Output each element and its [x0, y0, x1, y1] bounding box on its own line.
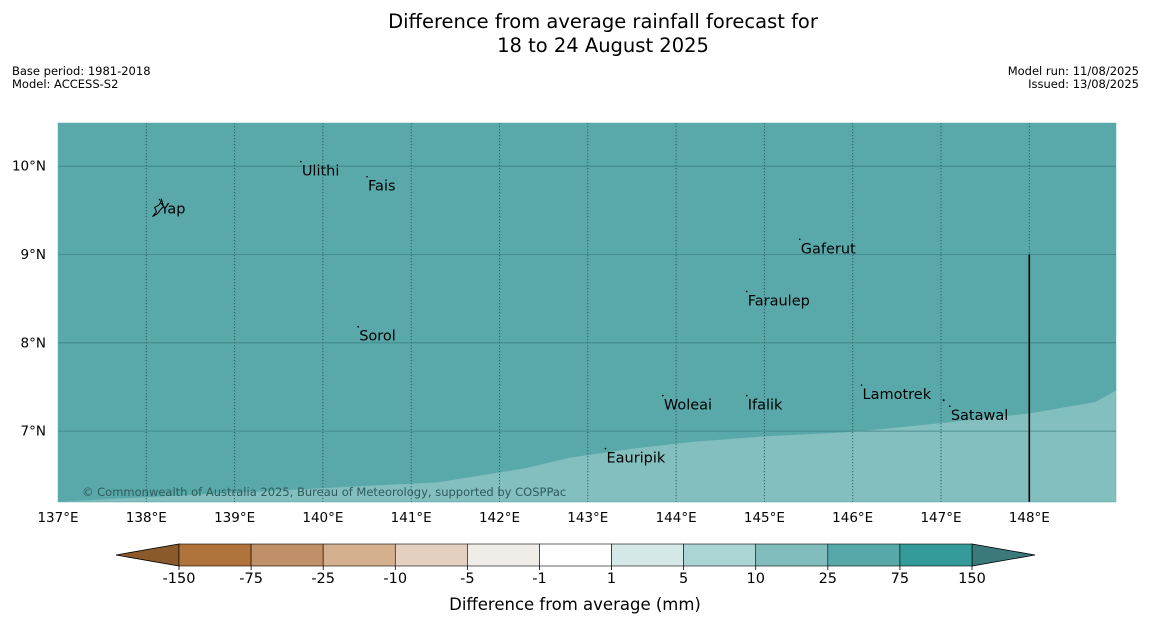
place-marker [942, 399, 945, 402]
place-label: Satawal [951, 408, 1008, 424]
colorbar-tick-label: -75 [239, 571, 263, 587]
colorbar-segment [611, 543, 684, 567]
colorbar-segment [539, 543, 612, 567]
place-label: Yap [160, 202, 186, 218]
place-marker [158, 198, 161, 201]
meta-left: Base period: 1981-2018 Model: ACCESS-S2 [12, 65, 151, 91]
issued-date: Issued: 13/08/2025 [1028, 77, 1139, 91]
colorbar-segment [394, 543, 468, 567]
lat-tick-label: 7°N [21, 424, 46, 440]
title-line-1: Difference from average rainfall forecas… [388, 10, 818, 33]
colorbar-tick-label: 5 [679, 571, 688, 587]
lon-tick-label: 143°E [567, 510, 608, 526]
place-marker [745, 394, 748, 397]
colorbar-segment [178, 543, 252, 567]
colorbar-tick-label: -10 [383, 571, 407, 587]
copyright-notice: © Commonwealth of Australia 2025, Bureau… [82, 485, 566, 499]
place-marker [357, 325, 360, 328]
place-label: Fais [368, 179, 395, 195]
lon-tick-label: 139°E [214, 510, 255, 526]
title-line-2: 18 to 24 August 2025 [497, 34, 709, 57]
place-marker [366, 175, 368, 178]
colorbar-segment [827, 543, 901, 567]
colorbar-tick-label: -25 [311, 571, 335, 587]
map-panel: 7°N 8°N 9°N 10°N 137°E 138°E 139°E 140°E 141°E 14… [12, 122, 1117, 526]
place-marker [662, 394, 664, 397]
lon-tick-label: 147°E [920, 510, 961, 526]
colorbar-extend-high [971, 543, 1036, 567]
place-label: Gaferut [801, 241, 856, 257]
place-marker [300, 160, 302, 163]
place-marker [745, 290, 748, 293]
colorbar-segment [322, 543, 396, 567]
lower-anomaly-band [58, 390, 1116, 502]
colorbar-tick-label: 75 [891, 571, 909, 587]
lon-tick-label: 141°E [391, 510, 432, 526]
place-label: Eauripik [606, 451, 665, 467]
place-marker [604, 447, 607, 450]
map-frame [57, 122, 1117, 503]
place-label: Sorol [359, 329, 396, 345]
colorbar-tick-label: 25 [819, 571, 837, 587]
lon-tick-label: 142°E [479, 510, 520, 526]
colorbar-tick-label: 10 [747, 571, 765, 587]
colorbar-tick-label: -5 [460, 571, 474, 587]
colorbar-tick-label: -150 [163, 571, 196, 587]
lat-tick-label: 10°N [12, 159, 46, 175]
model-name: Model: ACCESS-S2 [12, 77, 119, 91]
colorbar-extend-low [115, 543, 180, 567]
colorbar-tick-label: 150 [958, 571, 986, 587]
colorbar-tick-label: -1 [532, 571, 546, 587]
meta-right: Model run: 11/08/2025 Issued: 13/08/2025 [1008, 65, 1139, 91]
colorbar-segment [683, 543, 757, 567]
lon-tick-label: 138°E [126, 510, 167, 526]
lon-tick-label: 144°E [656, 510, 697, 526]
lon-tick-label: 137°E [37, 510, 78, 526]
place-label: Ulithi [302, 164, 340, 180]
chart-title: Difference from average rainfall forecas… [0, 10, 1150, 58]
place-label: Woleai [664, 398, 712, 414]
colorbar-segment [899, 543, 973, 567]
lon-tick-label: 148°E [1009, 510, 1050, 526]
place-label: Faraulep [748, 293, 810, 309]
yap-island-outline [152, 198, 165, 218]
colorbar-segment [250, 543, 324, 567]
colorbar: -150 -75 -25 -10 -5 -1 1 5 10 25 75 150 Difference f… [115, 543, 1036, 614]
colorbar-segment [467, 543, 540, 567]
colorbar-tick-label: 1 [607, 571, 616, 587]
model-run: Model run: 11/08/2025 [1007, 64, 1139, 78]
lon-tick-label: 140°E [302, 510, 343, 526]
lat-tick-label: 8°N [21, 335, 46, 351]
lat-tick-label: 9°N [21, 247, 46, 263]
place-marker [949, 405, 951, 408]
place-marker [798, 238, 801, 241]
place-label: Lamotrek [863, 387, 932, 403]
colorbar-label: Difference from average (mm) [449, 595, 701, 614]
base-period: Base period: 1981-2018 [12, 64, 151, 78]
place-marker [860, 384, 863, 386]
lon-tick-label: 146°E [832, 510, 873, 526]
lon-tick-label: 145°E [744, 510, 785, 526]
colorbar-segment [755, 543, 829, 567]
place-label: Ifalik [748, 398, 783, 414]
